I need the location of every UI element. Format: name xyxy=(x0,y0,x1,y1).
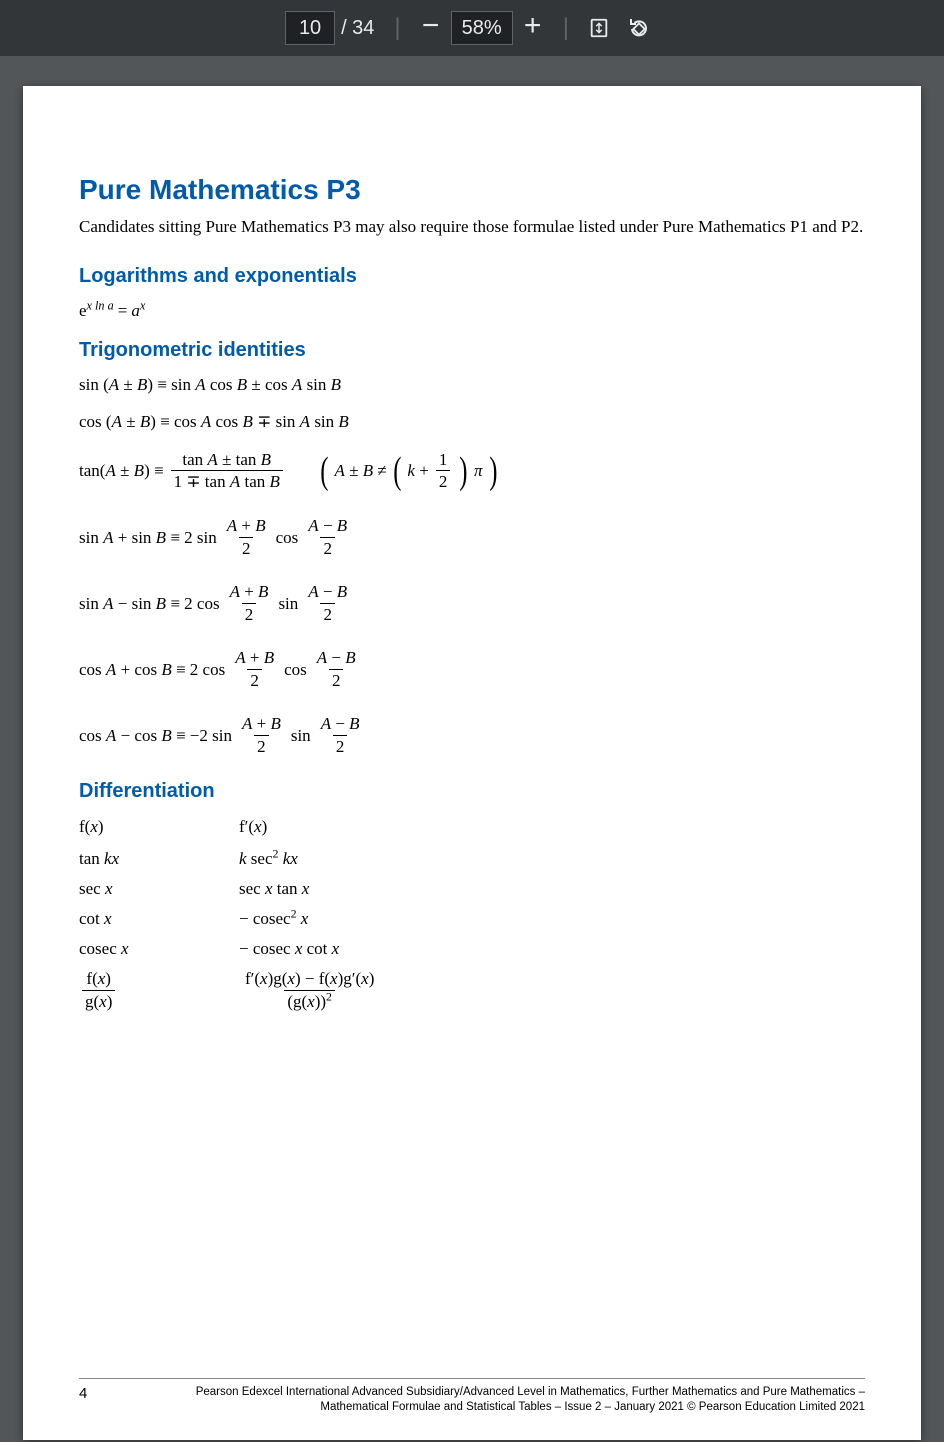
fit-page-button[interactable] xyxy=(579,8,619,48)
formula-cos-sum: cos (A ± B) ≡ cos A cos B ∓ sin A sin B xyxy=(79,413,865,430)
formula-log: ex ln a=ax xyxy=(79,302,865,319)
page-title: Pure Mathematics P3 xyxy=(79,174,865,206)
page-number-input[interactable] xyxy=(285,11,335,45)
formula-sin-sum: sin (A ± B) ≡ sin A cos B ± cos A sin B xyxy=(79,376,865,393)
table-row-quotient: f(x) g(x) f′(x)g(x) − f(x)g′(x) (g(x))2 xyxy=(79,969,865,1011)
fit-page-icon xyxy=(588,17,610,39)
section-heading-trig: Trigonometric identities xyxy=(79,339,865,362)
zoom-level-display[interactable]: 58% xyxy=(451,11,513,45)
page-total-label: / 34 xyxy=(341,17,374,40)
page-footer: 4 Pearson Edexcel International Advanced… xyxy=(79,1378,865,1416)
formula-sin-minus-sin: sin A − sin B ≡ 2 cos A + B2 sin A − B2 xyxy=(79,582,865,624)
formula-tan-sum: tan(A ± B) ≡ tan A ± tan B 1 ∓ tan A tan… xyxy=(79,450,865,492)
section-heading-log: Logarithms and exponentials xyxy=(79,265,865,288)
section-heading-diff: Differentiation xyxy=(79,780,865,803)
formula-cos-plus-cos: cos A + cos B ≡ 2 cos A + B2 cos A − B2 xyxy=(79,648,865,690)
toolbar-divider: | xyxy=(563,14,569,42)
plus-icon: + xyxy=(524,8,542,48)
rotate-icon xyxy=(627,16,651,40)
zoom-in-button[interactable]: + xyxy=(513,8,553,48)
table-row: cot x − cosec2 x xyxy=(79,909,865,929)
toolbar-divider: | xyxy=(394,14,400,42)
page-canvas[interactable]: Pure Mathematics P3 Candidates sitting P… xyxy=(0,56,944,1442)
zoom-out-button[interactable]: − xyxy=(411,8,451,48)
pdf-page: Pure Mathematics P3 Candidates sitting P… xyxy=(23,86,921,1440)
formula-sin-plus-sin: sin A + sin B ≡ 2 sin A + B2 cos A − B2 xyxy=(79,516,865,558)
pdf-toolbar: / 34 | − 58% + | xyxy=(0,0,944,56)
table-row: tan kx k sec2 kx xyxy=(79,849,865,869)
table-header: f(x) f′(x) xyxy=(79,817,865,837)
page-number: 4 xyxy=(79,1385,99,1416)
formula-cos-minus-cos: cos A − cos B ≡ −2 sin A + B2 sin A − B2 xyxy=(79,714,865,756)
rotate-button[interactable] xyxy=(619,8,659,48)
footer-text: Pearson Edexcel International Advanced S… xyxy=(139,1385,865,1416)
intro-text: Candidates sitting Pure Mathematics P3 m… xyxy=(79,216,865,239)
table-row: sec x sec x tan x xyxy=(79,879,865,899)
minus-icon: − xyxy=(422,8,440,48)
table-row: cosec x − cosec x cot x xyxy=(79,939,865,959)
differentiation-table: f(x) f′(x) tan kx k sec2 kx sec x sec x … xyxy=(79,817,865,1011)
